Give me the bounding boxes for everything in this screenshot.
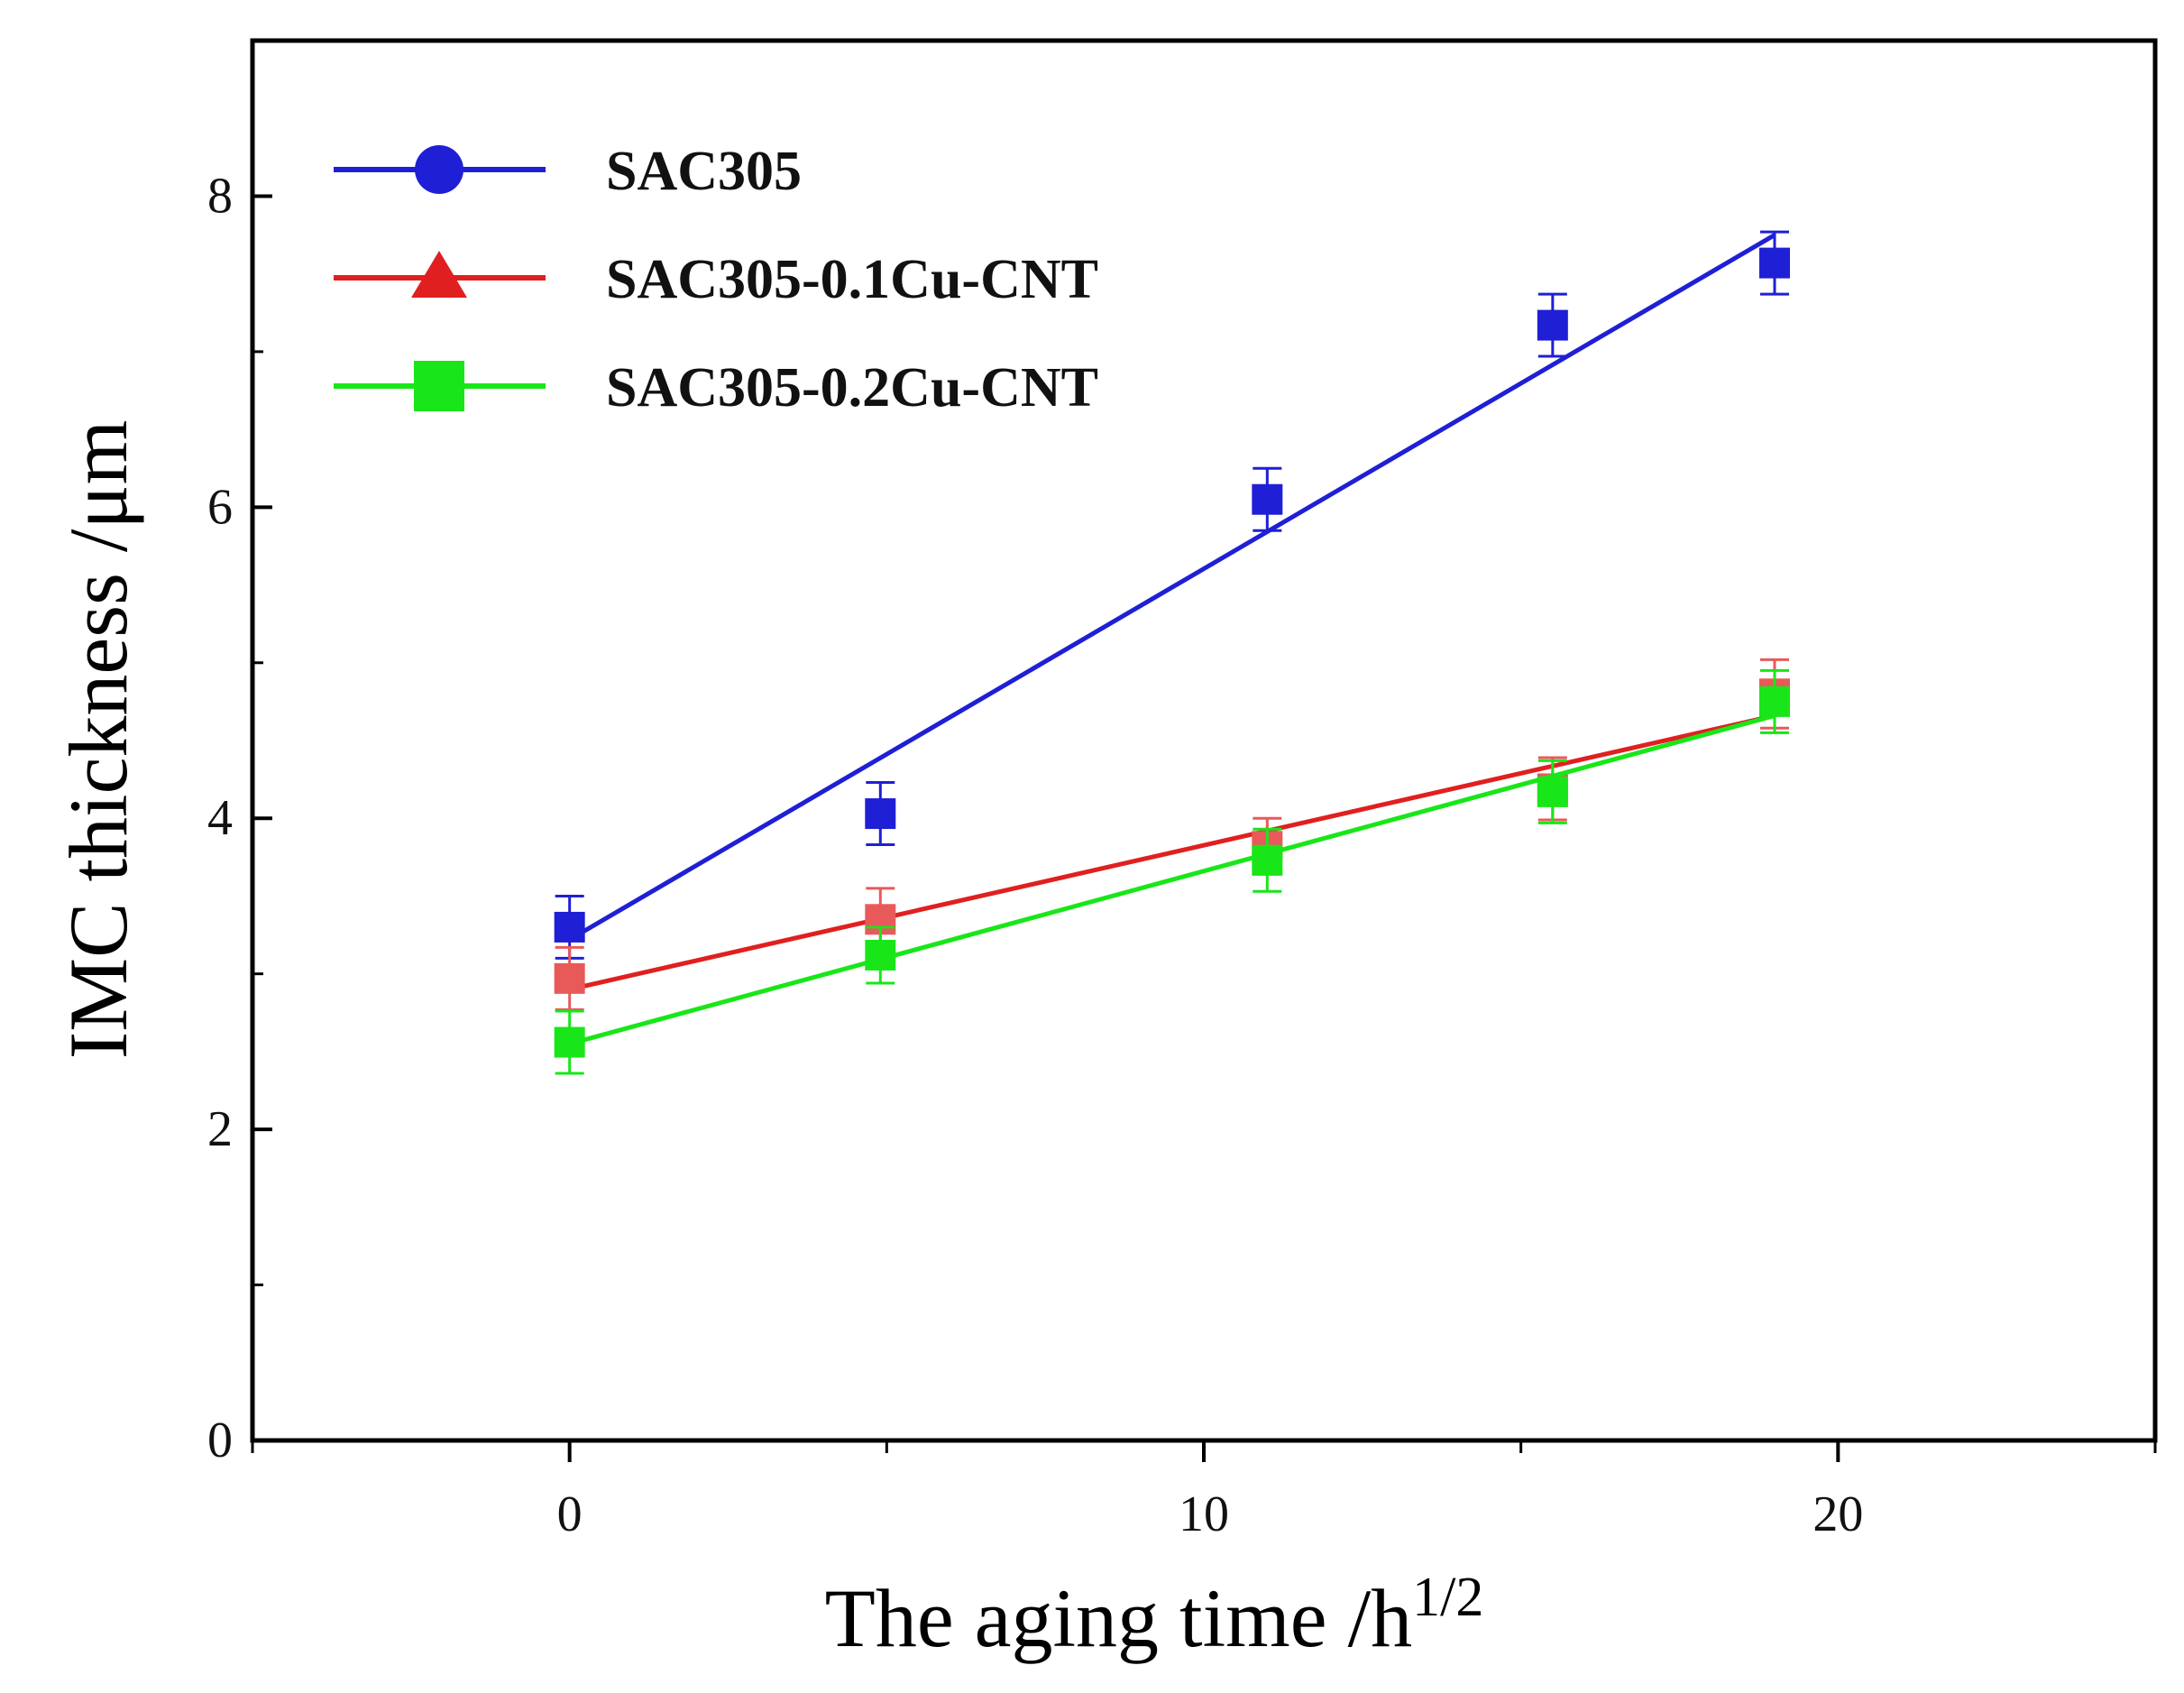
data-point: [554, 962, 585, 994]
x-axis-title-superscript: 1/2: [1412, 1567, 1483, 1628]
data-point: [1759, 247, 1790, 279]
x-tick-label: 20: [1812, 1486, 1863, 1542]
x-tick-label: 0: [557, 1486, 583, 1542]
x-axis-title-text: The aging time /h: [825, 1572, 1413, 1664]
fit-line: [569, 713, 1776, 992]
legend-square-marker: [414, 361, 464, 411]
data-point: [1252, 483, 1283, 515]
plot-frame: [250, 38, 2158, 1443]
series-sac305-0.1cu-cnt: [554, 658, 1790, 1011]
legend-label: SAC305-0.2Cu-CNT: [606, 357, 1098, 419]
data-point: [865, 798, 896, 830]
x-tick-label: 10: [1179, 1486, 1229, 1542]
legend-item: SAC305-0.2Cu-CNT: [334, 357, 1098, 419]
y-tick-label: 0: [207, 1412, 233, 1468]
legend-triangle-marker: [411, 251, 467, 298]
data-point: [1537, 776, 1568, 807]
data-point: [1252, 844, 1283, 876]
fit-line: [568, 233, 1776, 942]
legend: SAC305 SAC305-0.1Cu-CNT SAC305-0.2Cu-CNT: [334, 141, 1098, 419]
axes: 0 2 4 6 8 0 10 20: [207, 38, 2158, 1542]
y-tick-label: 2: [207, 1101, 233, 1157]
legend-label: SAC305: [606, 141, 802, 202]
legend-label: SAC305-0.1Cu-CNT: [606, 249, 1098, 310]
data-point: [1759, 685, 1790, 717]
legend-item: SAC305-0.1Cu-CNT: [334, 249, 1098, 310]
fit-line: [569, 713, 1776, 1046]
y-tick-label: 8: [207, 168, 233, 224]
series-sac305-0.2cu-cnt: [554, 668, 1790, 1075]
series-sac305: [554, 230, 1790, 960]
data-point: [865, 939, 896, 971]
legend-item: SAC305: [334, 141, 802, 202]
y-tick-label: 4: [207, 790, 233, 846]
y-tick-label: 6: [207, 479, 233, 535]
series-layer: [554, 230, 1790, 1075]
data-point: [1537, 309, 1568, 341]
data-point: [554, 911, 585, 943]
x-axis-title: The aging time /h1/2: [825, 1567, 1484, 1664]
data-point: [554, 1026, 585, 1058]
y-axis-title: IMC thickness /μm: [52, 420, 144, 1060]
legend-circle-marker: [415, 145, 463, 194]
